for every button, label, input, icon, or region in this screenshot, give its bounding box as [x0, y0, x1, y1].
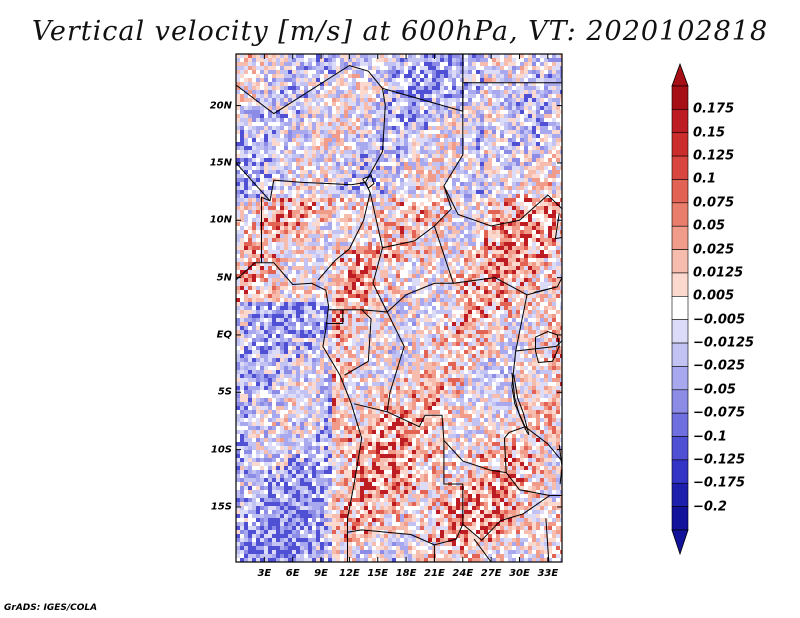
map-frame — [235, 53, 563, 563]
colorbar-swatch — [671, 85, 689, 110]
longitude-label: 12E — [339, 568, 360, 579]
longitude-label: 18E — [395, 568, 417, 579]
colorbar-label: 0.005 — [693, 288, 735, 304]
colorbar-label: 0.075 — [693, 195, 735, 211]
country-borders — [236, 54, 562, 562]
colorbar-label: −0.175 — [693, 475, 746, 491]
colorbar-swatch — [671, 202, 689, 227]
map-title: Vertical velocity [m/s] at 600hPa, VT: 2… — [31, 16, 769, 47]
latitude-label: 15N — [209, 157, 232, 169]
colorbar-label: −0.2 — [693, 499, 727, 515]
longitude-label: 33E — [537, 568, 559, 579]
colorbar-label: −0.075 — [693, 405, 746, 421]
colorbar-swatch — [671, 179, 689, 204]
colorbar-swatch — [671, 132, 689, 157]
colorbar-swatch — [671, 342, 689, 367]
colorbar-swatch — [671, 389, 689, 414]
colorbar-label: 0.125 — [693, 148, 735, 164]
latitude-label: 10S — [210, 444, 232, 456]
colorbar-top-arrow — [671, 62, 689, 87]
colorbar-label: −0.0125 — [693, 335, 755, 351]
colorbar-swatch — [671, 225, 689, 250]
longitude-label: 9E — [314, 568, 328, 579]
colorbar-swatch — [671, 319, 689, 344]
colorbar-label: 0.025 — [693, 242, 735, 258]
longitude-label: 24E — [452, 568, 474, 579]
longitude-label: 6E — [285, 568, 300, 579]
latitude-label: 10N — [209, 214, 232, 226]
longitude-label: 27E — [480, 568, 502, 579]
vertical-velocity-field — [236, 54, 562, 562]
colorbar-swatch — [671, 506, 689, 531]
colorbar-label: 0.1 — [693, 171, 717, 187]
longitude-label: 21E — [424, 568, 445, 579]
colorbar-swatch — [671, 249, 689, 274]
colorbar-label: −0.125 — [693, 452, 746, 468]
colorbar-label: 0.175 — [693, 101, 735, 117]
colorbar-label: −0.05 — [693, 382, 736, 398]
latitude-label: 5S — [217, 386, 232, 398]
colorbar-swatch — [671, 482, 689, 507]
colorbar-label: −0.005 — [693, 312, 746, 328]
colorbar-swatch — [671, 155, 689, 180]
colorbar-label: 0.05 — [693, 218, 726, 234]
latitude-label: 15S — [210, 501, 232, 513]
colorbar-swatch — [671, 296, 689, 320]
latitude-label: EQ — [216, 329, 232, 341]
latitude-label: 20N — [209, 100, 232, 112]
colorbar-swatch — [671, 459, 689, 484]
longitude-label: 30E — [509, 568, 530, 579]
colorbar-swatch — [671, 412, 689, 437]
colorbar-label: −0.1 — [693, 429, 727, 445]
colorbar-label: 0.15 — [693, 125, 726, 141]
colorbar-swatch — [671, 436, 689, 461]
colorbar-bottom-arrow — [671, 529, 689, 556]
colorbar-swatch — [671, 109, 689, 134]
longitude-label: 15E — [367, 568, 389, 579]
longitude-label: 3E — [257, 568, 272, 579]
grads-credit: GrADS: IGES/COLA — [4, 603, 98, 613]
colorbar-label: −0.025 — [693, 358, 746, 374]
latitude-label: 5N — [216, 272, 232, 284]
colorbar-swatch — [671, 272, 689, 297]
colorbar — [671, 62, 689, 556]
colorbar-swatch — [671, 366, 689, 391]
colorbar-label: 0.0125 — [693, 265, 744, 281]
axis-ticks — [236, 54, 562, 562]
